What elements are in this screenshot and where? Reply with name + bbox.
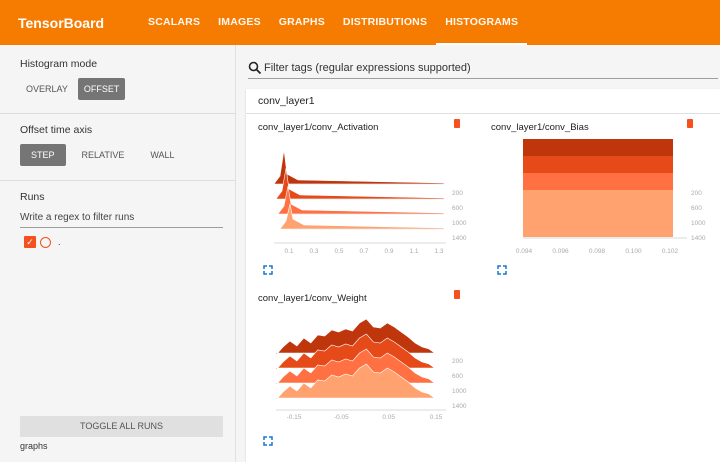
x-tick-label: 0.100	[625, 248, 642, 255]
step-label: 200	[452, 190, 463, 197]
search-icon	[248, 61, 262, 74]
divider	[246, 113, 720, 114]
chart-menu-icon[interactable]	[687, 119, 693, 128]
step-label: 1000	[691, 220, 706, 227]
step-label: 200	[691, 190, 702, 197]
run-regex-input[interactable]	[20, 208, 223, 228]
axis-relative-button[interactable]: RELATIVE	[81, 150, 125, 160]
mode-overlay-button[interactable]: OVERLAY	[26, 84, 68, 94]
main-content: conv_layer1 conv_layer1/conv_Activation …	[236, 45, 720, 462]
dashboard-tabs: SCALARS IMAGES GRAPHS DISTRIBUTIONS HIST…	[139, 0, 528, 45]
step-label: 1400	[452, 235, 467, 242]
runs-label: Runs	[20, 191, 45, 203]
chart-title-activation: conv_layer1/conv_Activation	[258, 122, 379, 133]
offset-axis-options: STEP RELATIVE WALL	[20, 144, 181, 166]
histogram-slice	[279, 203, 445, 230]
step-label: 600	[691, 205, 702, 212]
step-label: 600	[452, 373, 463, 380]
x-tick-label: 0.3	[309, 248, 318, 255]
x-tick-label: 0.102	[662, 248, 679, 255]
histogram-slice	[523, 139, 673, 156]
tab-scalars[interactable]: SCALARS	[148, 16, 201, 28]
x-tick-label: 0.1	[284, 248, 293, 255]
histogram-slice	[523, 156, 673, 173]
chart-menu-icon[interactable]	[454, 119, 460, 128]
divider	[0, 113, 236, 114]
x-tick-label: 0.094	[516, 248, 533, 255]
step-label: 200	[452, 358, 463, 365]
tab-images[interactable]: IMAGES	[218, 16, 261, 28]
top-app-bar: TensorBoard SCALARS IMAGES GRAPHS DISTRI…	[0, 0, 720, 45]
app-title: TensorBoard	[18, 14, 105, 31]
chart-bias: 0.094 0.096 0.098 0.100 0.102 200 600 1000 1400	[516, 139, 706, 255]
x-tick-label: -0.05	[334, 414, 349, 421]
histogram-slice	[275, 363, 437, 401]
divider	[0, 180, 236, 181]
x-tick-label: -0.15	[287, 414, 302, 421]
tab-graphs[interactable]: GRAPHS	[278, 16, 325, 28]
x-tick-label: 1.1	[409, 248, 418, 255]
chart-menu-icon[interactable]	[454, 290, 460, 299]
x-tick-label: 0.15	[430, 414, 443, 421]
axis-step-button[interactable]: STEP	[20, 144, 66, 166]
histogram-slice	[273, 149, 445, 185]
group-title: conv_layer1	[258, 95, 315, 107]
run-item: ✓ .	[24, 236, 61, 248]
step-label: 600	[452, 205, 463, 212]
step-label: 1400	[452, 403, 467, 410]
run-name: .	[58, 237, 61, 247]
expand-icon[interactable]	[263, 436, 273, 446]
sidebar: Histogram mode OVERLAY OFFSET Offset tim…	[0, 45, 236, 462]
toggle-all-runs-button[interactable]: TOGGLE ALL RUNS	[20, 416, 223, 437]
histogram-mode-label: Histogram mode	[20, 58, 98, 70]
x-tick-label: 1.3	[434, 248, 443, 255]
x-tick-label: 0.05	[382, 414, 395, 421]
histogram-slice	[523, 190, 673, 237]
histogram-slice	[523, 173, 673, 190]
step-label: 1000	[452, 220, 467, 227]
runs-footer-label: graphs	[20, 441, 48, 451]
tag-filter-input[interactable]	[264, 61, 718, 74]
step-label: 1400	[691, 235, 706, 242]
x-tick-label: 0.098	[589, 248, 606, 255]
chart-activation: 0.1 0.3 0.5 0.7 0.9 1.1 1.3 200 600 1000 1400	[273, 149, 467, 255]
chart-title-weight: conv_layer1/conv_Weight	[258, 293, 367, 304]
chart-weight: -0.15 -0.05 0.05 0.15 200 600 1000 1400	[275, 318, 467, 421]
mode-offset-button[interactable]: OFFSET	[77, 78, 126, 100]
x-tick-label: 0.096	[552, 248, 569, 255]
run-color-radio[interactable]	[40, 236, 51, 248]
offset-time-axis-label: Offset time axis	[20, 124, 93, 136]
histogram-slice	[277, 185, 445, 215]
axis-wall-button[interactable]: WALL	[150, 150, 175, 160]
tag-group-card: conv_layer1 conv_layer1/conv_Activation …	[246, 89, 720, 462]
histogram-mode-options: OVERLAY OFFSET	[20, 78, 126, 100]
tab-histograms[interactable]: HISTOGRAMS	[436, 0, 528, 45]
x-tick-label: 0.5	[334, 248, 343, 255]
x-tick-label: 0.7	[359, 248, 368, 255]
expand-icon[interactable]	[497, 265, 507, 275]
tag-filter	[248, 57, 718, 79]
step-label: 1000	[452, 388, 467, 395]
expand-icon[interactable]	[263, 265, 273, 275]
tab-distributions[interactable]: DISTRIBUTIONS	[342, 16, 428, 28]
run-checkbox[interactable]: ✓	[24, 236, 36, 248]
x-tick-label: 0.9	[384, 248, 393, 255]
chart-title-bias: conv_layer1/conv_Bias	[491, 122, 589, 133]
